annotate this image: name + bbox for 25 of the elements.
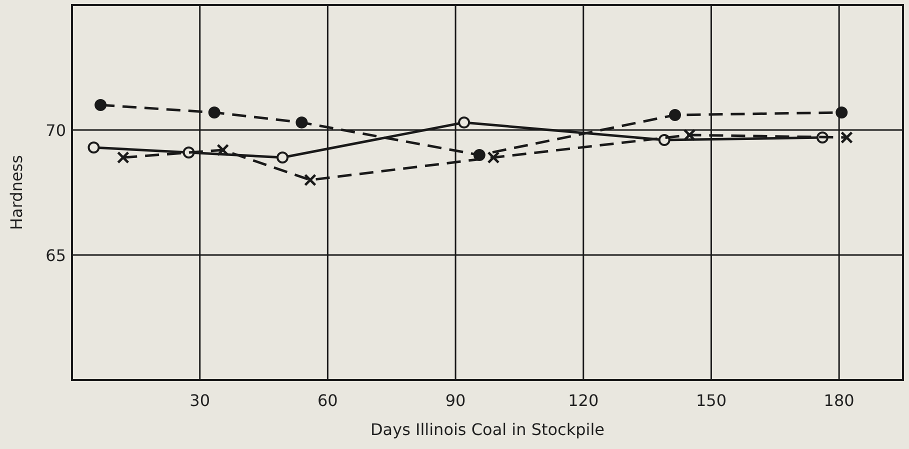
x-tick-label: 120 — [568, 391, 599, 410]
point — [216, 144, 230, 156]
point — [458, 116, 470, 128]
point — [683, 128, 696, 142]
point — [88, 142, 100, 154]
point — [658, 134, 670, 146]
x-tick-label: 60 — [318, 391, 338, 410]
point — [669, 109, 682, 121]
y-tick-label: 70 — [46, 121, 66, 140]
y-tick-label: 65 — [46, 246, 66, 265]
point — [840, 131, 853, 144]
point — [836, 106, 848, 118]
point — [116, 151, 130, 164]
point — [296, 116, 308, 128]
x-tick-label: 180 — [824, 391, 854, 410]
point — [487, 151, 500, 164]
point — [208, 106, 220, 118]
y-axis-title: Hardness — [7, 155, 26, 230]
x-tick-label: 30 — [190, 391, 210, 410]
x-axis-title: Days Illinois Coal in Stockpile — [370, 420, 605, 439]
point — [94, 99, 107, 111]
x-tick-label: 150 — [696, 391, 727, 410]
point — [304, 174, 316, 186]
point — [276, 152, 289, 164]
x-tick-label: 90 — [445, 391, 466, 410]
